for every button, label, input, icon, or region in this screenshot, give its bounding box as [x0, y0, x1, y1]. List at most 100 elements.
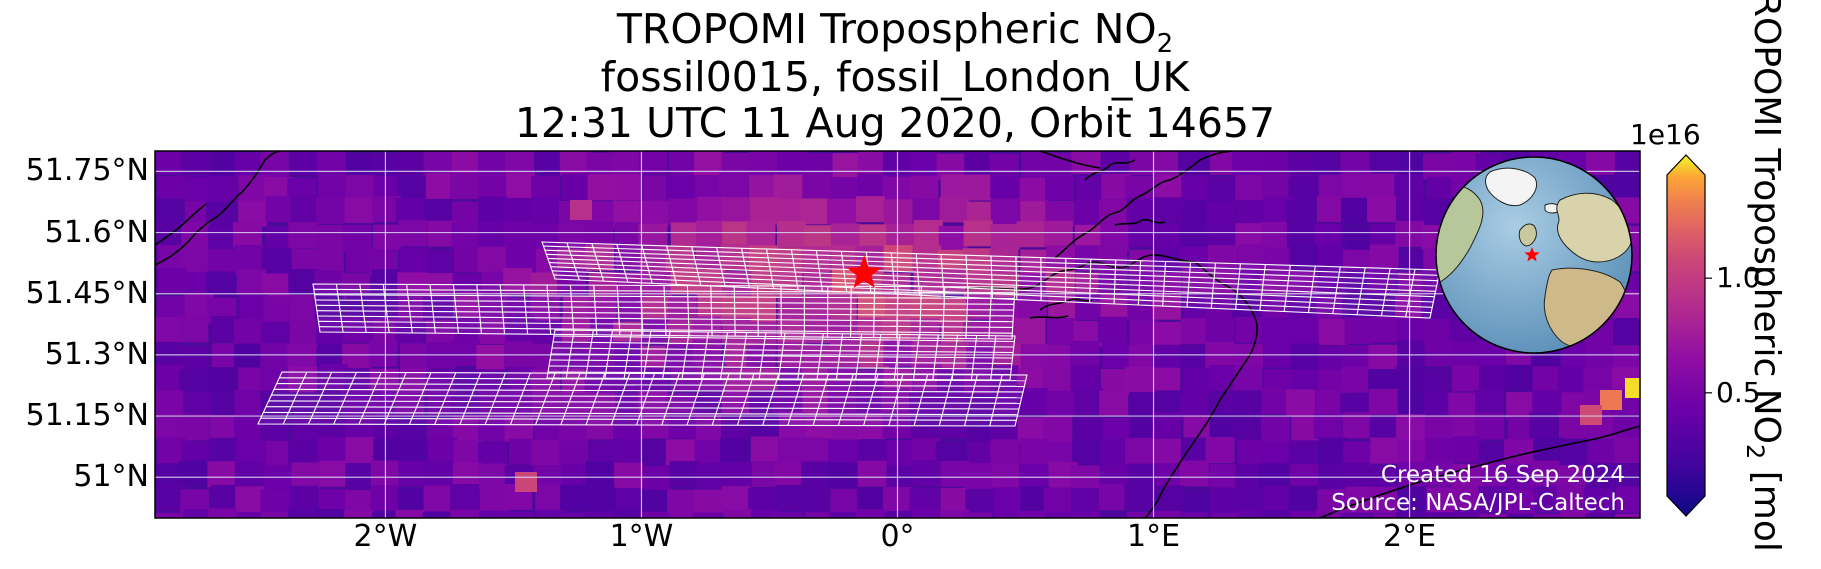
swath-grid-line: [686, 373, 705, 426]
no2-pixel: [857, 151, 887, 178]
swath-grid-line: [260, 417, 1017, 421]
no2-pixel: [940, 174, 970, 201]
swath-grid-line: [406, 284, 413, 333]
no2-pixel: [1426, 487, 1456, 514]
no2-pixel: [1205, 293, 1235, 320]
no2-pixel: [450, 173, 480, 200]
swath-grid-line: [990, 255, 994, 299]
swath-grid-line: [551, 347, 1014, 354]
no2-pixel: [1205, 436, 1235, 463]
no2-pixel: [1019, 438, 1049, 465]
no2-pixel: [1182, 368, 1212, 395]
swath-grid-line: [543, 245, 1439, 276]
no2-pixel: [886, 465, 916, 492]
no2-pixel: [1340, 513, 1370, 518]
no2-pixel: [584, 220, 614, 247]
no2-pixel: [829, 512, 859, 518]
no2-pixel: [1452, 509, 1482, 518]
no2-pixel: [208, 508, 238, 518]
no2-pixel: [1100, 292, 1130, 319]
no2-pixel: [535, 484, 565, 511]
no2-pixel: [1394, 174, 1424, 201]
no2-pixel: [319, 460, 349, 487]
no2-pixel: [1236, 199, 1266, 226]
no2-pixel: [665, 174, 695, 201]
swath-grid-line: [1162, 261, 1167, 307]
no2-pixel: [993, 487, 1023, 514]
no2-pixel: [261, 247, 291, 274]
no2-pixel: [1016, 221, 1046, 248]
no2-pixel: [1046, 390, 1076, 417]
no2-pixel: [1262, 485, 1292, 512]
swath-grid-line: [635, 373, 656, 426]
no2-pixel: [1398, 151, 1428, 177]
no2-pixel: [316, 197, 346, 224]
no2-pixel: [399, 247, 429, 274]
no2-pixel: [668, 198, 698, 225]
no2-pixel: [989, 416, 1019, 443]
coastline-kent: [1144, 261, 1258, 518]
no2-pixel: [1074, 415, 1104, 442]
no2-pixel: [233, 416, 263, 443]
no2-pixel: [1613, 172, 1640, 199]
no2-pixel: [667, 295, 697, 322]
no2-pixel: [1261, 388, 1291, 415]
no2-pixel: [1452, 486, 1482, 513]
no2-pixel: [427, 437, 457, 464]
no2-pixel: [1152, 151, 1182, 175]
swath-grid-line: [429, 284, 436, 334]
no2-pixel: [723, 509, 753, 518]
swath-grid-line: [452, 284, 459, 334]
no2-pixel: [587, 174, 617, 201]
no2-pixel: [1397, 340, 1427, 367]
no2-pixel: [422, 512, 452, 518]
swath-grid-line: [840, 251, 848, 293]
swath-grid-line: [265, 406, 1020, 410]
swath-grid-line: [1186, 262, 1192, 308]
no2-pixel: [1259, 151, 1289, 177]
no2-pixel: [1560, 508, 1590, 518]
title-line-3: 12:31 UTC 11 Aug 2020, Orbit 14657: [514, 99, 1276, 147]
no2-pixel: [1421, 368, 1451, 395]
no2-pixel: [1556, 484, 1586, 511]
no2-pixel: [857, 173, 887, 200]
no2-pixel: [1625, 378, 1640, 398]
swath-grid-line: [585, 373, 606, 426]
no2-pixel: [667, 489, 697, 516]
no2-pixel: [504, 415, 534, 442]
swath-grid-line: [942, 286, 946, 339]
no2-pixel: [1124, 366, 1154, 393]
no2-pixel: [721, 390, 751, 417]
swath-grid-line: [535, 372, 556, 425]
swath-grid-line: [873, 286, 876, 338]
no2-pixel: [586, 486, 616, 513]
swath-grid-line: [282, 371, 308, 425]
no2-pixel: [345, 437, 375, 464]
lat-tick-label: 51.75°N: [25, 153, 149, 189]
no2-pixel: [884, 295, 914, 322]
colorbar-tick-label: 0.5: [1716, 375, 1761, 409]
swath-grid-line: [383, 372, 407, 425]
no2-pixel: [612, 174, 642, 201]
swath-grid-line: [553, 335, 1015, 343]
no2-pixel: [1423, 153, 1453, 180]
swath-grid-line: [888, 374, 904, 426]
no2-pixel: [291, 151, 321, 175]
no2-pixel: [345, 412, 375, 439]
no2-pixel: [1313, 151, 1343, 175]
no2-pixel: [911, 508, 941, 518]
no2-pixel: [1180, 318, 1210, 345]
no2-pixel: [316, 317, 346, 344]
no2-pixel: [559, 343, 589, 370]
swath-grid-line: [271, 394, 1022, 399]
no2-pixel: [1613, 463, 1640, 490]
no2-pixel: [693, 151, 723, 177]
swath-grid-line: [268, 400, 1021, 404]
no2-pixel: [530, 294, 560, 321]
no2-pixel: [1613, 318, 1640, 345]
no2-pixel: [1557, 366, 1587, 393]
globe-europe: [1556, 192, 1632, 263]
source-credit: Source: NASA/JPL-Caltech: [1331, 490, 1625, 516]
no2-pixel: [909, 175, 939, 202]
no2-pixel: [1313, 413, 1343, 440]
